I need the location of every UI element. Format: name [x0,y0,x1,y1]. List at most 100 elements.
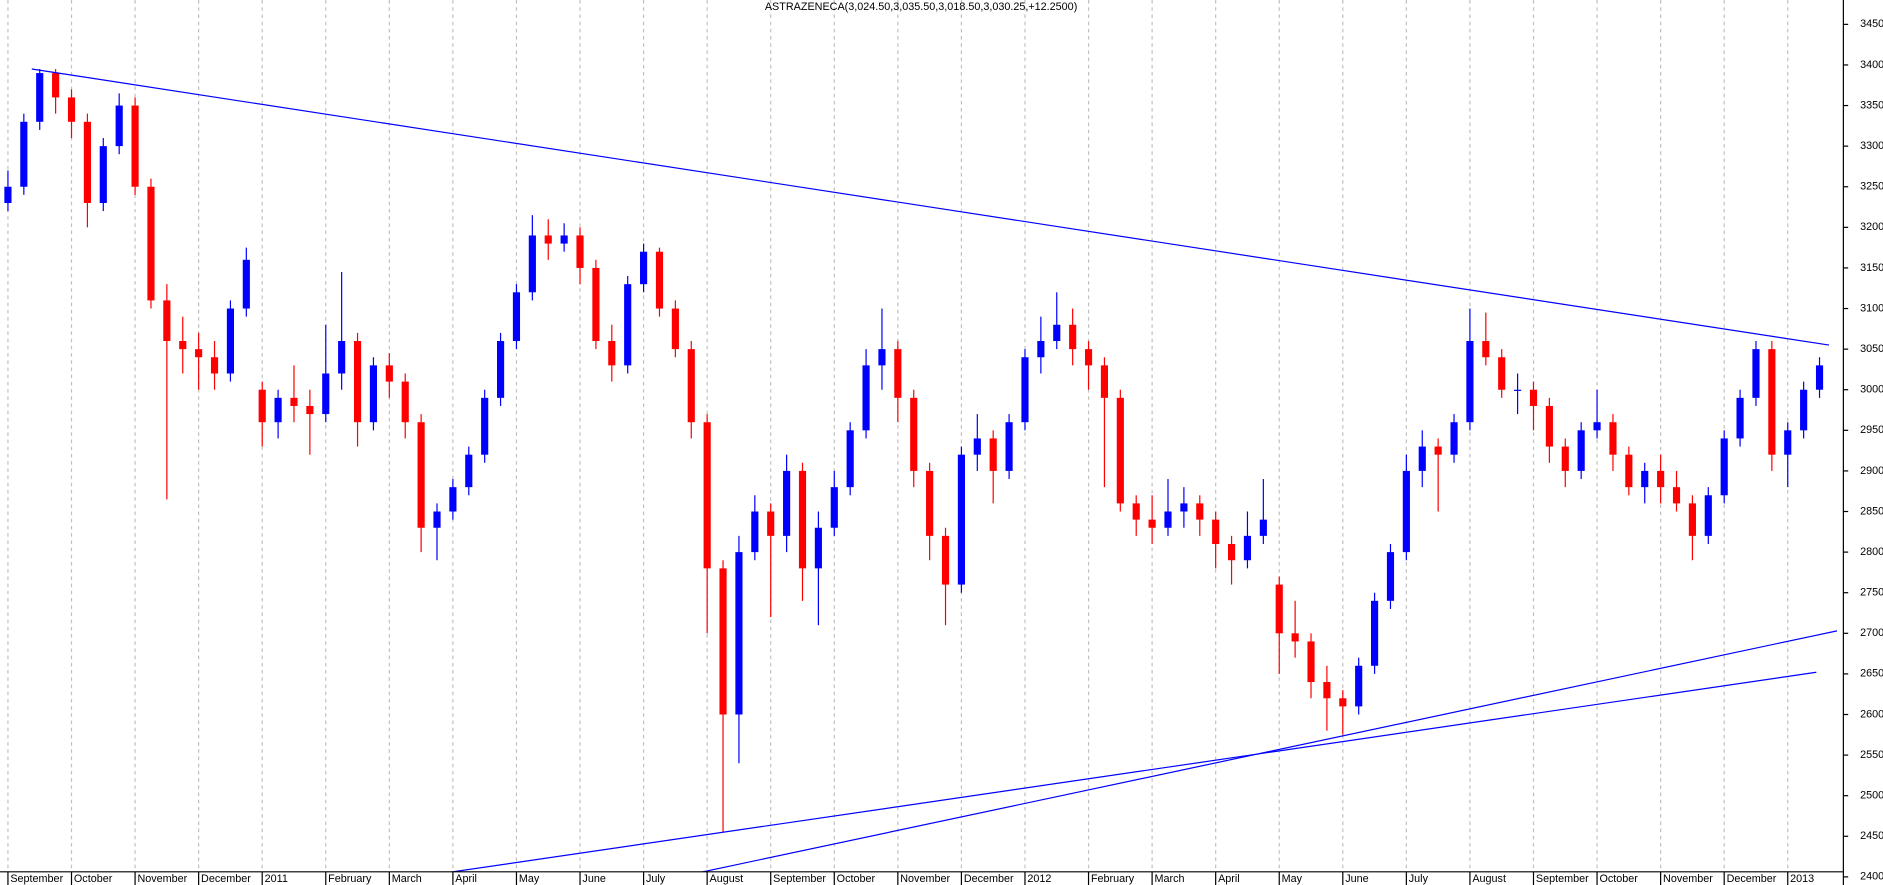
candle-body [1164,511,1172,528]
x-tick-label: September [10,873,63,885]
x-tick-label: August [710,873,744,885]
y-tick-label: 3250 [1860,181,1883,193]
candle-body [449,487,457,512]
x-tick-label: 2012 [1027,873,1051,885]
y-tick-label: 2600 [1860,708,1883,720]
candle-body [147,186,155,301]
candle-body [1053,324,1061,342]
x-tick-label: October [74,873,113,885]
y-tick-label: 3350 [1860,99,1883,111]
candle-body [973,438,981,455]
candle-body [242,259,250,309]
candle-body [179,341,187,350]
candle-body [719,568,727,715]
candle-body [687,349,695,423]
candle-body [52,73,60,98]
y-tick-label: 2700 [1860,627,1883,639]
candle-body [274,397,282,423]
candle-body [1768,349,1776,455]
candle-body [290,397,298,406]
chart-title: ASTRAZENECA(3,024.50,3,035.50,3,018.50,3… [765,1,1077,13]
candle-body [671,308,679,350]
y-tick-label: 3100 [1860,302,1883,314]
candle-body [496,341,505,398]
plot [4,68,1838,872]
candle-body [1577,430,1585,471]
y-tick-label: 2850 [1860,505,1883,517]
x-tick-label: April [455,873,477,885]
candle-body [846,430,854,488]
candle-body [1275,584,1283,634]
candle-body [20,121,28,187]
x-tick-label: November [900,873,950,885]
candle-body [576,235,584,268]
candle-body [1641,470,1649,488]
x-tick-label: September [1536,873,1589,885]
axes: 2400 2450 2500 2550 2600 2650 2700 2750 2800 2850… [7,18,1883,885]
candle-body [99,146,107,203]
candle-body [1545,405,1553,447]
candle-body [910,397,918,471]
candle-body [544,235,552,244]
x-tick-label: September [773,873,826,885]
candle-body [751,511,759,553]
candle-body [735,552,743,715]
x-tick-label: April [1218,873,1240,885]
y-tick-label: 2400 [1860,871,1883,883]
candle-body [1021,357,1029,423]
y-tick-label: 2500 [1860,790,1883,802]
candle-body [1371,600,1379,666]
candle-body [878,349,886,366]
x-tick-label: March [392,873,422,885]
grid [7,0,1789,872]
x-tick-label: October [837,873,876,885]
candle-body [1180,503,1188,512]
candle-body [115,105,123,147]
y-tick-label: 3150 [1860,262,1883,274]
x-tick-label: July [646,873,666,885]
candle-body [306,405,314,415]
x-tick-label: November [137,873,187,885]
candle-body [1243,535,1252,561]
candle-body [1625,454,1633,488]
candle-body [1466,341,1474,423]
x-tick-label: June [582,873,605,885]
candle-body [783,470,791,536]
candle-body [560,235,568,244]
candle-body [1069,324,1077,350]
x-tick-label: May [1282,873,1303,885]
candle-body [1005,422,1013,471]
y-tick-label: 3300 [1860,140,1883,152]
candle-body [1672,487,1681,504]
candle-body [83,121,91,203]
candle-body [417,422,425,528]
candle-body [926,470,934,536]
y-tick-label: 3050 [1860,343,1883,355]
y-tick-label: 2750 [1860,587,1883,599]
candle-body [385,365,393,382]
x-tick-label: October [1599,873,1638,885]
candle-body [703,422,711,569]
candle-body [1132,503,1140,520]
candle-body [1736,397,1744,439]
candle-body [1800,389,1808,431]
candle-body [1434,446,1442,455]
candle-body [369,365,378,423]
candle-body [67,97,76,122]
candle-body [1148,519,1156,528]
candle-body [1212,519,1220,544]
y-tick-label: 3200 [1860,221,1883,233]
y-tick-label: 3450 [1860,18,1883,30]
candle-body [1450,422,1458,455]
y-tick-label: 3000 [1860,384,1883,396]
candle-body [1704,495,1712,536]
candle-body [258,389,266,423]
candle-body [1291,633,1299,642]
y-tick-label: 3400 [1860,59,1883,71]
candle-body [830,487,838,528]
candle-body [989,438,997,471]
candle-body [1355,665,1363,707]
candle-body [1752,349,1760,398]
candle-body [1593,422,1601,431]
